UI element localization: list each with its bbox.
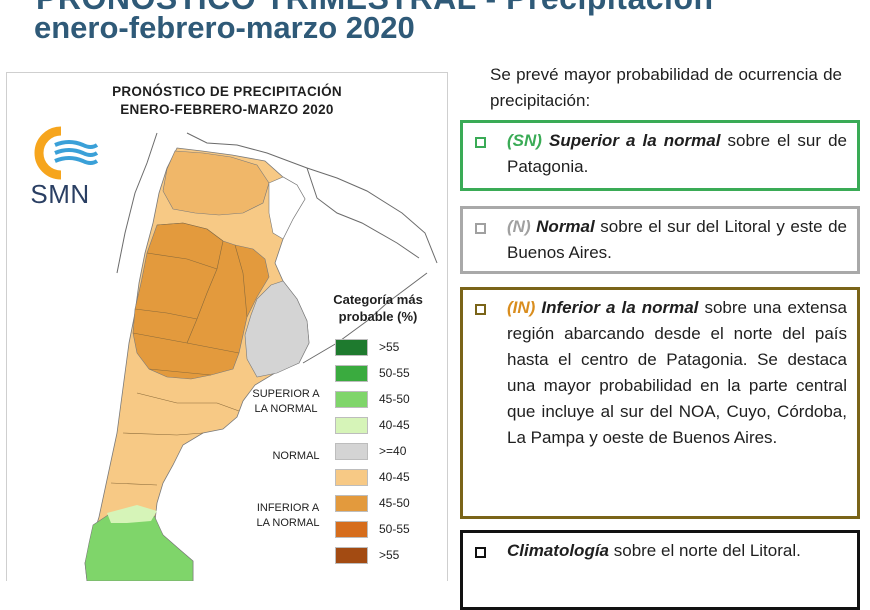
legend-label: 45-50 xyxy=(379,496,410,510)
legend-swatch xyxy=(335,443,368,460)
checkbox-bullet-icon xyxy=(475,137,486,148)
category-name: Inferior a la normal xyxy=(541,298,699,317)
argentina-forecast-map xyxy=(84,132,438,581)
legend-label: 40-45 xyxy=(379,470,410,484)
intro-text: Se prevé mayor probabilidad de ocurrenci… xyxy=(490,65,842,110)
category-code: (N) xyxy=(507,217,531,236)
legend-row: >=40 xyxy=(335,443,445,461)
legend-swatch xyxy=(335,521,368,538)
legend-swatch xyxy=(335,547,368,564)
legend-swatch xyxy=(335,391,368,408)
legend-row: 45-50 xyxy=(335,391,445,409)
category-box-inferior: (IN) Inferior a la normal sobre una exte… xyxy=(460,287,860,519)
legend-title-line1: Categoría más xyxy=(333,292,423,307)
category-description: sobre una extensa región abarcando desde… xyxy=(507,298,847,447)
legend-swatch xyxy=(335,495,368,512)
forecast-map-panel: PRONÓSTICO DE PRECIPITACIÓN ENERO-FEBRER… xyxy=(6,72,448,581)
smn-logo-icon xyxy=(34,126,99,180)
legend-label: 50-55 xyxy=(379,522,410,536)
legend-label: 45-50 xyxy=(379,392,410,406)
legend-label: >55 xyxy=(379,548,400,562)
legend-row: 50-55 xyxy=(335,365,445,383)
smn-logo-text: SMN xyxy=(30,179,90,209)
category-box-climatology: Climatología sobre el norte del Litoral. xyxy=(460,530,860,610)
legend-label: >55 xyxy=(379,340,400,354)
checkbox-bullet-icon xyxy=(475,547,486,558)
legend-row: >55 xyxy=(335,547,445,565)
argentina-region-north xyxy=(162,150,270,216)
legend-group-inferior-line2: LA NORMAL xyxy=(256,517,320,529)
legend-row: 40-45 xyxy=(335,417,445,435)
legend-swatch xyxy=(335,469,368,486)
category-description: sobre el sur de Patagonia. xyxy=(507,131,847,176)
map-title-line1: PRONÓSTICO DE PRECIPITACIÓN xyxy=(112,84,342,99)
argentina-region-climatology xyxy=(268,176,306,240)
checkbox-bullet-icon xyxy=(475,223,486,234)
legend-group-inferior-line1: INFERIOR A xyxy=(256,502,320,514)
smn-logo: SMN xyxy=(21,121,99,213)
slide-title-line2: enero-febrero-marzo 2020 xyxy=(34,10,415,45)
argentina-region-superior-light xyxy=(107,505,157,523)
legend-group-superior-line1: SUPERIOR A xyxy=(252,388,320,400)
category-code: (IN) xyxy=(507,298,536,317)
category-name: Normal xyxy=(536,217,595,236)
legend-group-inferior: INFERIOR A LA NORMAL xyxy=(243,501,333,531)
legend-label: >=40 xyxy=(379,444,407,458)
legend-group-normal: NORMAL xyxy=(272,450,320,462)
province-borders xyxy=(110,222,248,486)
legend-group-superior: SUPERIOR A LA NORMAL xyxy=(241,387,331,417)
legend-label: 50-55 xyxy=(379,366,410,380)
category-name: Superior a la normal xyxy=(549,131,721,150)
map-title: PRONÓSTICO DE PRECIPITACIÓN ENERO-FEBRER… xyxy=(67,83,387,119)
legend-label: 40-45 xyxy=(379,418,410,432)
legend-title-line2: probable (%) xyxy=(338,309,418,324)
legend-row: >55 xyxy=(335,339,445,357)
argentina-region-normal xyxy=(244,280,310,378)
legend-swatch xyxy=(335,365,368,382)
category-description: sobre el sur del Litoral y este de Bueno… xyxy=(507,217,847,262)
category-description: sobre el norte del Litoral. xyxy=(609,541,801,560)
slide-title-line1: PRONÓSTICO TRIMESTRAL - Precipitación xyxy=(36,0,714,17)
checkbox-bullet-icon xyxy=(475,304,486,315)
legend-row: 40-45 xyxy=(335,469,445,487)
legend-group-superior-line2: LA NORMAL xyxy=(254,403,318,415)
category-box-superior: (SN) Superior a la normal sobre el sur d… xyxy=(460,120,860,191)
legend-row: 45-50 xyxy=(335,495,445,513)
neighbour-borders xyxy=(116,132,438,364)
legend-title: Categoría más probable (%) xyxy=(323,291,433,325)
legend-swatch xyxy=(335,339,368,356)
map-title-line2: ENERO-FEBRERO-MARZO 2020 xyxy=(120,102,334,117)
category-box-normal: (N) Normal sobre el sur del Litoral y es… xyxy=(460,206,860,274)
slide-header: PRONÓSTICO TRIMESTRAL - Precipitación en… xyxy=(0,0,870,58)
category-name: Climatología xyxy=(507,541,610,560)
category-code: (SN) xyxy=(507,131,542,150)
legend-swatch xyxy=(335,417,368,434)
legend-row: 50-55 xyxy=(335,521,445,539)
